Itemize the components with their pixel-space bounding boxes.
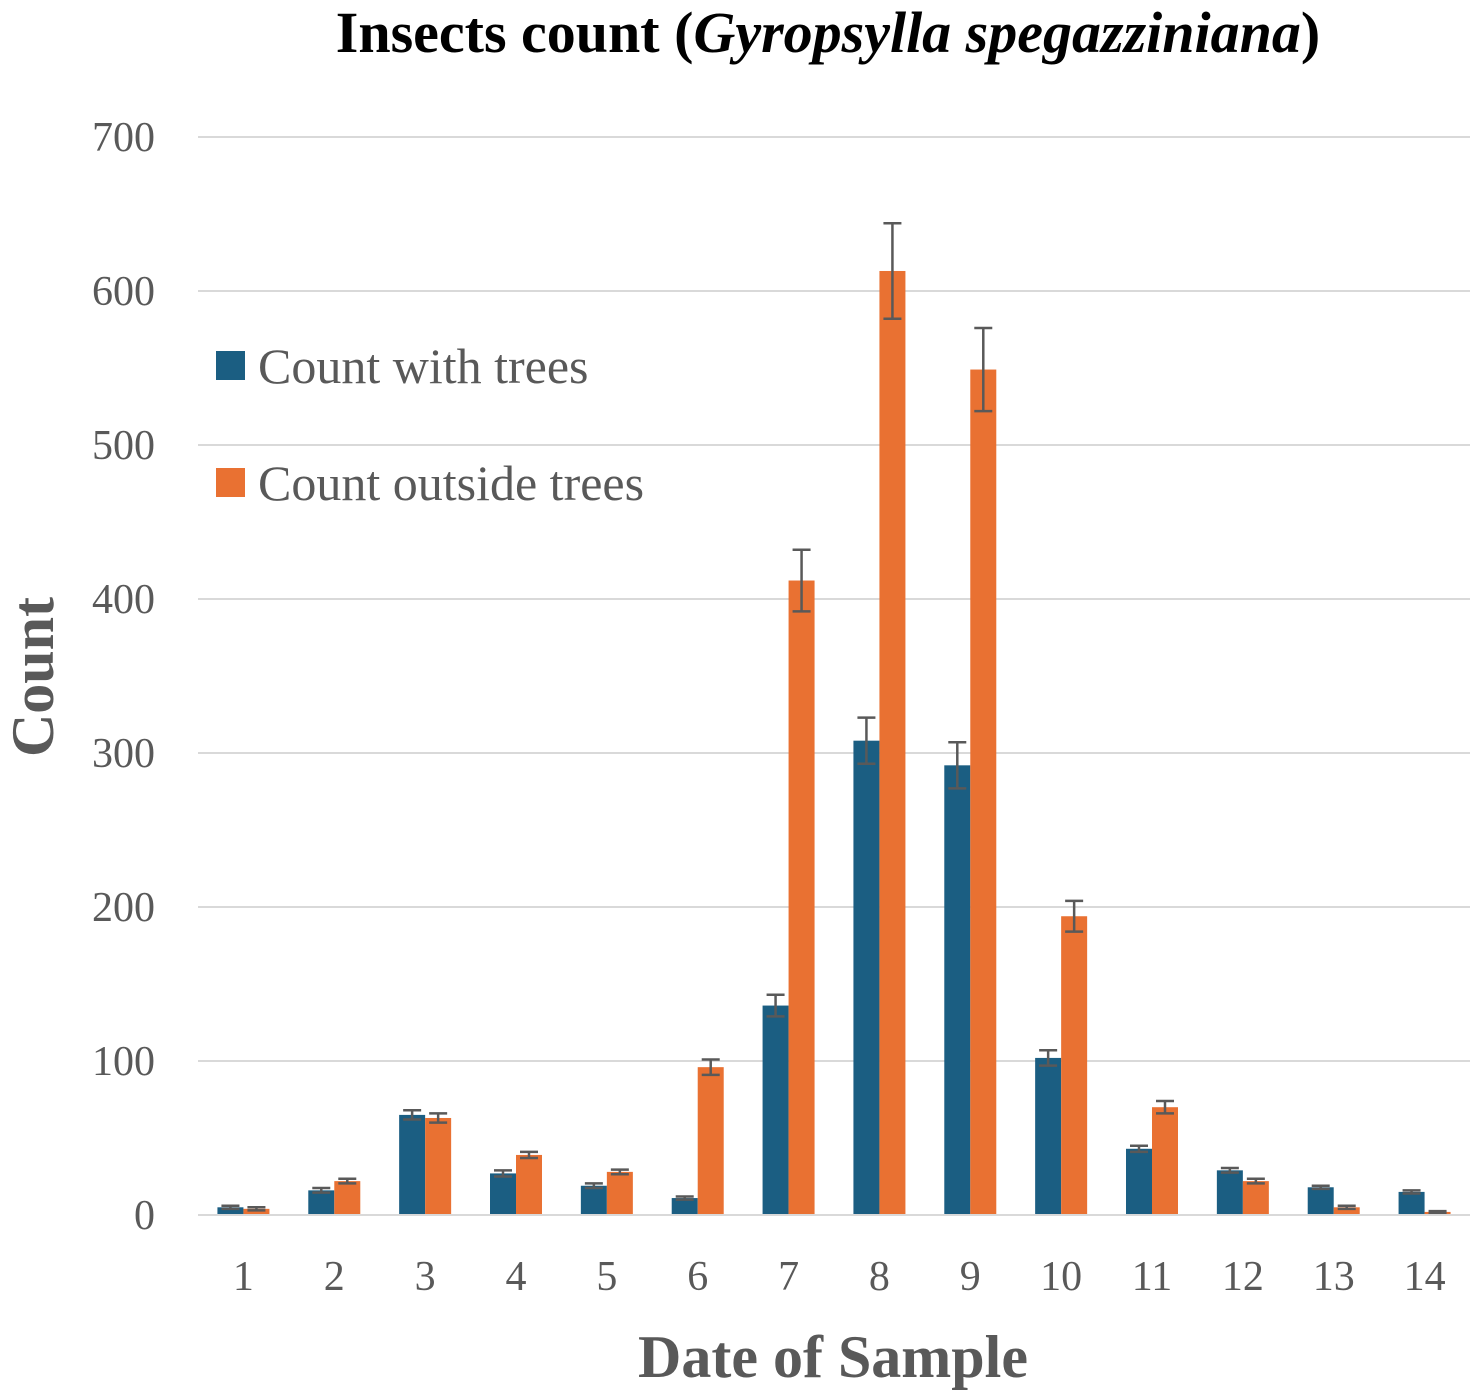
- chart-title-prefix: Insects count (: [336, 0, 694, 65]
- bar-outside-trees-10: [1061, 916, 1088, 1215]
- x-tick-label-12: 12: [1222, 1254, 1264, 1300]
- x-tick-label-11: 11: [1132, 1254, 1172, 1300]
- error-bar-outside-trees-2: [338, 1177, 357, 1185]
- y-tick-label-300: 300: [92, 731, 155, 777]
- bar-with-trees-7: [762, 1005, 789, 1215]
- error-bar-outside-trees-13: [1337, 1204, 1356, 1211]
- bar-outside-trees-11: [1152, 1107, 1178, 1215]
- error-bar-outside-trees-3: [429, 1112, 448, 1124]
- error-bar-outside-trees-12: [1246, 1177, 1265, 1185]
- y-tick-label-700: 700: [92, 115, 155, 161]
- chart-title-suffix: ): [1301, 0, 1320, 65]
- x-tick-label-7: 7: [778, 1254, 799, 1300]
- bar-with-trees-9: [944, 765, 971, 1215]
- error-bar-with-trees-2: [312, 1186, 331, 1194]
- x-tick-label-2: 2: [324, 1254, 345, 1300]
- x-tick-label-10: 10: [1040, 1254, 1082, 1300]
- gridlines: [198, 136, 1470, 1062]
- bar-outside-trees-5: [606, 1171, 633, 1215]
- y-tick-label-600: 600: [92, 269, 155, 315]
- error-bar-with-trees-13: [1311, 1184, 1330, 1191]
- error-bar-with-trees-6: [675, 1195, 694, 1201]
- x-tick-label-5: 5: [596, 1254, 617, 1300]
- y-tick-label-100: 100: [92, 1039, 155, 1085]
- bar-with-trees-12: [1216, 1170, 1243, 1215]
- bar-with-trees-3: [399, 1114, 426, 1215]
- x-tick-label-9: 9: [960, 1254, 981, 1300]
- error-bar-with-trees-8: [857, 716, 876, 766]
- x-tick-label-3: 3: [415, 1254, 436, 1300]
- error-bar-with-trees-4: [494, 1169, 512, 1178]
- x-tick-label-14: 14: [1404, 1254, 1446, 1300]
- bar-with-trees-11: [1126, 1148, 1152, 1215]
- bar-with-trees-4: [490, 1173, 516, 1215]
- chart-title: Insects count (Gyropsylla spegazziniana): [336, 0, 1320, 65]
- legend: Count with trees Count outside trees: [216, 338, 644, 511]
- bar-with-trees-14: [1398, 1191, 1425, 1215]
- y-tick-label-0: 0: [134, 1193, 155, 1239]
- bar-outside-trees-7: [788, 580, 815, 1215]
- error-bar-with-trees-1: [221, 1204, 240, 1211]
- error-bar-outside-trees-11: [1156, 1099, 1174, 1115]
- error-bar-outside-trees-9: [974, 326, 993, 413]
- legend-swatch-with-trees: [216, 351, 245, 380]
- error-bar-with-trees-7: [766, 993, 785, 1018]
- error-bar-outside-trees-5: [610, 1168, 629, 1176]
- error-bar-with-trees-12: [1220, 1166, 1239, 1174]
- y-axis-ticks: 0 100 200 300 400 500 600 700: [92, 115, 155, 1239]
- bars: [217, 270, 1451, 1216]
- error-bar-outside-trees-8: [883, 221, 902, 320]
- bar-with-trees-13: [1307, 1187, 1334, 1215]
- x-axis-ticks: 1 2 3 4 5 6 7 8 9 10 11 12 13 14: [233, 1254, 1446, 1300]
- legend-label-with-trees: Count with trees: [258, 338, 589, 394]
- bar-outside-trees-2: [334, 1181, 361, 1215]
- legend-label-outside-trees: Count outside trees: [258, 455, 644, 511]
- x-axis-title: Date of Sample: [638, 1324, 1028, 1390]
- error-bar-with-trees-11: [1130, 1144, 1148, 1154]
- error-bars: [221, 221, 1447, 1214]
- bar-with-trees-5: [580, 1185, 607, 1215]
- x-tick-label-13: 13: [1313, 1254, 1355, 1300]
- bar-with-trees-6: [671, 1198, 698, 1215]
- bar-outside-trees-4: [516, 1154, 542, 1215]
- error-bar-with-trees-5: [584, 1182, 603, 1190]
- x-tick-label-1: 1: [233, 1254, 254, 1300]
- bar-outside-trees-3: [425, 1117, 452, 1215]
- error-bar-outside-trees-6: [701, 1058, 720, 1077]
- error-bar-with-trees-3: [403, 1109, 422, 1121]
- bar-outside-trees-9: [970, 369, 997, 1215]
- bar-outside-trees-13: [1333, 1207, 1360, 1215]
- bar-with-trees-8: [853, 740, 880, 1215]
- bar-with-trees-2: [308, 1190, 335, 1215]
- y-tick-label-500: 500: [92, 423, 155, 469]
- error-bar-with-trees-9: [948, 740, 967, 790]
- bar-outside-trees-1: [243, 1208, 270, 1215]
- y-axis-title: Count: [0, 597, 66, 757]
- error-bar-outside-trees-14: [1428, 1209, 1447, 1214]
- legend-swatch-outside-trees: [216, 468, 245, 497]
- bar-with-trees-10: [1035, 1057, 1062, 1215]
- chart-title-species: Gyropsylla spegazziniana: [693, 0, 1300, 65]
- error-bar-outside-trees-10: [1065, 899, 1084, 933]
- error-bar-with-trees-14: [1402, 1189, 1421, 1195]
- x-tick-label-6: 6: [687, 1254, 708, 1300]
- x-tick-label-8: 8: [869, 1254, 890, 1300]
- y-tick-label-200: 200: [92, 885, 155, 931]
- x-tick-label-4: 4: [506, 1254, 527, 1300]
- error-bar-with-trees-10: [1039, 1048, 1058, 1067]
- error-bar-outside-trees-7: [792, 548, 811, 613]
- error-bar-outside-trees-4: [520, 1150, 538, 1160]
- bar-with-trees-1: [217, 1207, 244, 1215]
- bar-outside-trees-12: [1242, 1181, 1269, 1215]
- bar-outside-trees-6: [697, 1067, 724, 1215]
- y-tick-label-400: 400: [92, 577, 155, 623]
- bar-outside-trees-8: [879, 270, 906, 1216]
- error-bar-outside-trees-1: [247, 1206, 266, 1212]
